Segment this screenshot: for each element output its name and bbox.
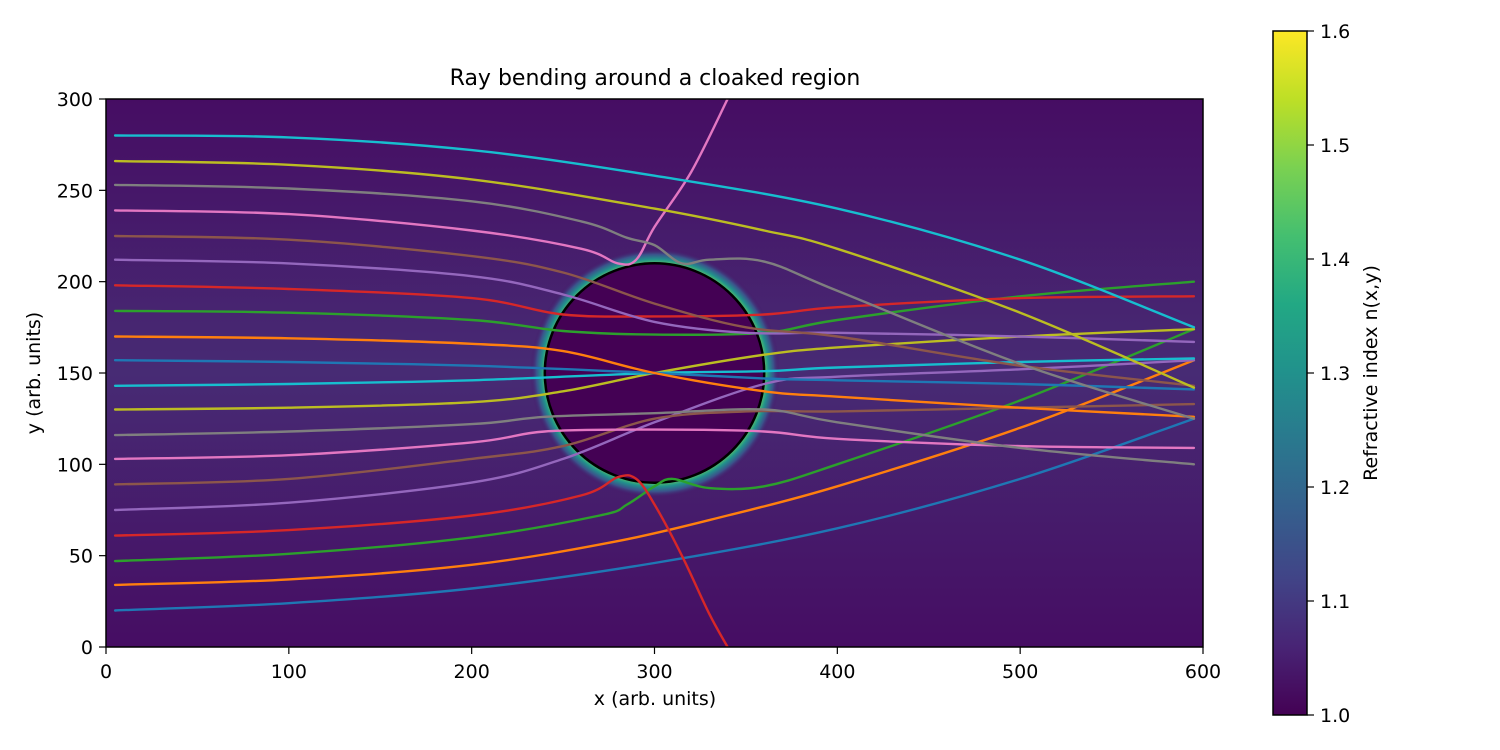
colorbar-tick-label: 1.3 xyxy=(1320,363,1350,385)
ray-line-15 xyxy=(113,258,1196,344)
colorbar-tick-label: 1.2 xyxy=(1320,477,1350,499)
ray-line-11 xyxy=(113,359,1196,391)
y-tick-label: 200 xyxy=(57,272,93,294)
x-tick-label: 0 xyxy=(100,661,112,683)
colorbar-tick-label: 1.5 xyxy=(1320,135,1350,157)
ray-line-16 xyxy=(113,234,1196,387)
y-tick-label: 250 xyxy=(57,180,93,202)
colorbar-label: Refractive index n(x,y) xyxy=(1360,265,1382,481)
x-tick-label: 500 xyxy=(1002,661,1038,683)
y-tick-label: 150 xyxy=(57,363,93,385)
x-tick-label: 600 xyxy=(1185,661,1221,683)
y-tick-label: 0 xyxy=(81,637,93,659)
ray-line-3 xyxy=(113,328,1196,563)
ray-line-4 xyxy=(113,474,729,647)
ray-line-20 xyxy=(113,134,1196,329)
ray-line-14 xyxy=(113,284,1196,318)
colorbar-tick-label: 1.1 xyxy=(1320,591,1350,613)
plot-area xyxy=(106,99,1203,647)
x-tick-label: 100 xyxy=(271,661,307,683)
colorbar-ticks: 1.0 1.1 1.2 1.3 1.4 1.5 1.6 xyxy=(1307,21,1350,727)
ray-line-8 xyxy=(113,407,1196,466)
x-tick-label: 400 xyxy=(819,661,855,683)
x-axis: 0 100 200 300 400 500 600 xyxy=(100,647,1221,683)
y-tick-label: 100 xyxy=(57,454,93,476)
y-axis-label: y (arb. units) xyxy=(23,312,45,434)
x-tick-label: 300 xyxy=(636,661,672,683)
x-axis-label: x (arb. units) xyxy=(594,688,716,710)
x-tick-label: 200 xyxy=(454,661,490,683)
ray-line-17 xyxy=(113,99,729,266)
colorbar-tick-label: 1.4 xyxy=(1320,249,1350,271)
colorbar-gradient xyxy=(1272,30,1308,716)
ray-series-group xyxy=(113,99,1196,647)
colorbar-tick-label: 1.0 xyxy=(1320,705,1350,727)
chart-title: Ray bending around a cloaked region xyxy=(450,66,861,91)
colorbar: 1.0 1.1 1.2 1.3 1.4 1.5 1.6 Refractive index n… xyxy=(1272,21,1382,727)
ray-line-1 xyxy=(113,417,1196,612)
y-axis: 0 50 100 150 200 250 300 xyxy=(57,89,106,659)
ray-line-2 xyxy=(113,359,1196,587)
y-tick-label: 300 xyxy=(57,89,93,111)
colorbar-tick-label: 1.6 xyxy=(1320,21,1350,43)
ray-line-6 xyxy=(113,402,1196,486)
ray-line-5 xyxy=(113,359,1196,512)
ray-line-19 xyxy=(113,159,1196,389)
ray-line-12 xyxy=(113,335,1196,418)
y-tick-label: 50 xyxy=(69,546,93,568)
ray-line-18 xyxy=(113,183,1196,420)
